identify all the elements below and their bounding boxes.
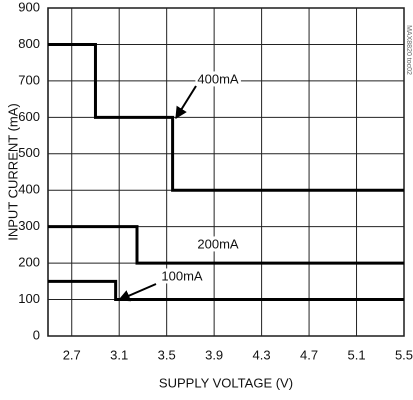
plot-frame	[47, 7, 405, 337]
x-tick-label: 3.5	[158, 347, 176, 362]
series-line	[48, 225, 404, 265]
y-tick-label: 200	[18, 255, 40, 270]
x-tick-label: 5.5	[395, 347, 413, 362]
x-axis-label: SUPPLY VOLTAGE (V)	[159, 375, 293, 390]
annotation: 100mA	[161, 268, 203, 283]
y-tick-label: 300	[18, 218, 40, 233]
y-tick-label: 500	[18, 145, 40, 160]
y-tick-label: 400	[18, 182, 40, 197]
x-tick-label: 4.3	[253, 347, 271, 362]
x-tick-label: 2.7	[63, 347, 81, 362]
series-line	[48, 42, 404, 192]
annotation: 400mA	[197, 71, 239, 86]
annotation-arrow	[175, 85, 197, 120]
y-tick-label: 0	[33, 327, 40, 342]
x-tick-label: 3.9	[205, 347, 223, 362]
y-tick-label: 600	[18, 109, 40, 124]
side-note: MAX8820 toc02	[405, 25, 412, 75]
y-tick-label: 100	[18, 291, 40, 306]
x-tick-label: 4.7	[300, 347, 318, 362]
x-tick-label: 3.1	[110, 347, 128, 362]
annotation-bg	[159, 268, 205, 284]
annotation-bg	[195, 236, 241, 252]
y-tick-label: 900	[18, 0, 40, 14]
series-line	[48, 279, 404, 302]
annotation-bg	[195, 71, 241, 87]
x-tick-label: 5.1	[347, 347, 365, 362]
annotation-arrow	[117, 283, 157, 302]
y-axis-label: INPUT CURRENT (mA)	[5, 103, 20, 240]
y-tick-label: 800	[18, 36, 40, 51]
y-tick-label: 700	[18, 72, 40, 87]
annotation: 200mA	[197, 236, 239, 251]
